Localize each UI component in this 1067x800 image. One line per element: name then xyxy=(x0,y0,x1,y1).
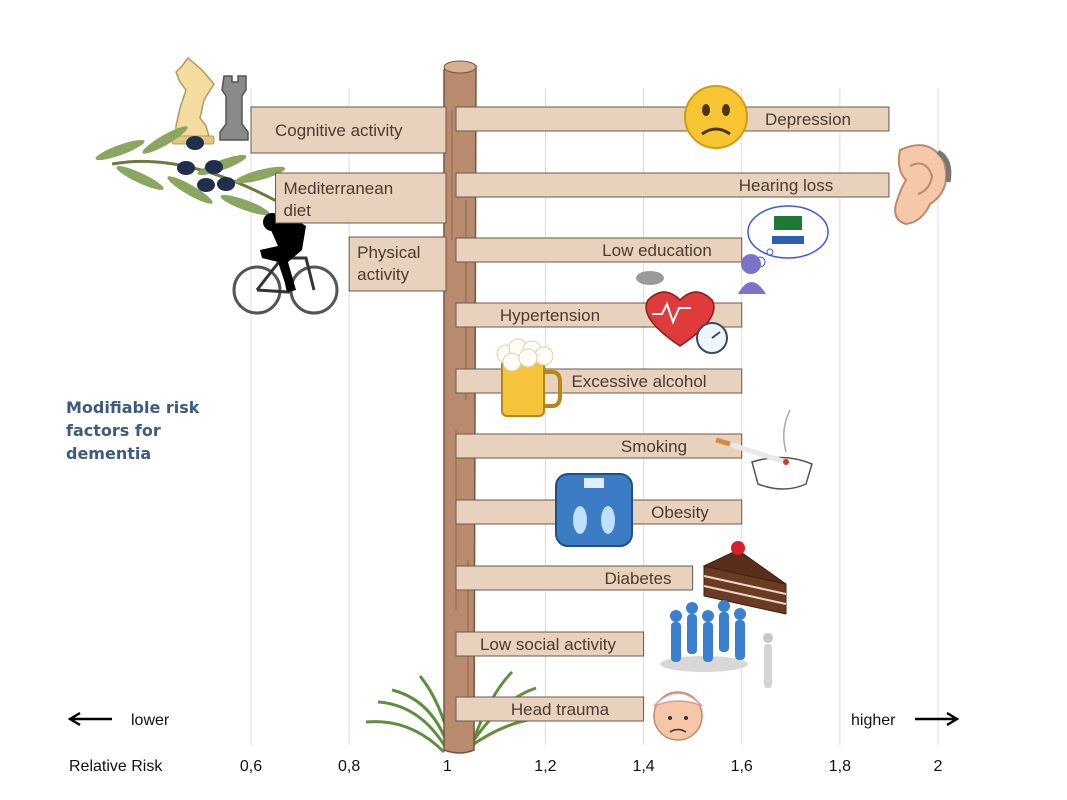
protective-bar xyxy=(250,106,447,154)
risk-bar-2 xyxy=(455,237,743,263)
ear-icon xyxy=(894,144,952,226)
risk-bar-7 xyxy=(455,565,694,591)
protective-bar xyxy=(348,236,447,292)
left-arrow-icon xyxy=(67,711,112,727)
x-tick-label: 1,4 xyxy=(632,758,654,775)
x-tick-label: 0,8 xyxy=(338,758,360,775)
cyclist-icon xyxy=(232,213,339,315)
side-title: Modifiable risk factors for dementia xyxy=(66,398,200,463)
risk-bar xyxy=(455,172,890,198)
lonely-people-icon xyxy=(660,600,773,688)
cake-icon xyxy=(702,541,787,615)
protective-bar-label: Physical activity xyxy=(357,243,420,284)
risk-bar-label: Low education xyxy=(602,241,712,260)
right-arrow-icon xyxy=(915,711,960,727)
x-tick-label: 1,8 xyxy=(829,758,851,775)
protective-bar-0: Cognitive activity xyxy=(250,106,447,154)
risk-bar xyxy=(455,696,645,722)
x-tick-label: 1 xyxy=(443,758,452,775)
risk-bar-label: Hypertension xyxy=(500,306,600,325)
risk-bar-label: Diabetes xyxy=(604,569,671,588)
x-tick-label: 2 xyxy=(934,758,943,775)
protective-bar-label: Cognitive activity xyxy=(275,121,403,140)
risk-bar-5 xyxy=(455,433,743,459)
risk-bar-0 xyxy=(455,106,890,132)
beer-mug-icon xyxy=(496,338,562,417)
risk-bar-label: Low social activity xyxy=(480,635,617,654)
lower-label: lower xyxy=(131,712,170,729)
scale-icon xyxy=(555,473,633,547)
protective-bar-label-line: Mediterranean xyxy=(284,179,394,198)
protective-bar-2: Physical activity xyxy=(348,236,447,292)
risk-bar xyxy=(455,237,743,263)
higher-label: higher xyxy=(851,712,896,729)
protective-bar-label-line: diet xyxy=(284,201,312,220)
risk-bar xyxy=(455,565,694,591)
risk-bar xyxy=(455,106,890,132)
risk-bar-label: Hearing loss xyxy=(739,176,834,195)
risk-bar-8 xyxy=(455,631,645,657)
protective-bar-label-line: activity xyxy=(357,265,409,284)
olive-branch-icon xyxy=(95,126,297,216)
protective-bar xyxy=(275,172,447,224)
relative-risk-label: Relative Risk xyxy=(69,758,163,775)
sad-face-icon xyxy=(684,85,748,149)
risk-bar-label: Excessive alcohol xyxy=(571,372,706,391)
bandaged-head-icon xyxy=(653,691,703,741)
graduate-thought-icon xyxy=(738,205,829,294)
risk-bar xyxy=(455,631,645,657)
risk-bar-1 xyxy=(455,172,890,198)
risk-bar-label: Obesity xyxy=(651,503,709,522)
risk-bar xyxy=(455,433,743,459)
cigarette-ashtray-icon xyxy=(715,409,813,490)
risk-bar-9 xyxy=(455,696,645,722)
x-tick-label: 1,2 xyxy=(534,758,556,775)
risk-bar-label: Depression xyxy=(765,110,851,129)
protective-bar-label-line: Cognitive activity xyxy=(275,121,403,140)
protective-bar-label-line: Physical xyxy=(357,243,420,262)
protective-bar-1: Mediterranean diet xyxy=(275,172,447,224)
risk-bar-label: Smoking xyxy=(621,437,687,456)
protective-bar-label: Mediterranean diet xyxy=(284,179,394,220)
heart-pressure-icon xyxy=(636,271,728,354)
x-tick-label: 1,6 xyxy=(731,758,753,775)
risk-bar-label: Head trauma xyxy=(511,700,610,719)
x-tick-label: 0,6 xyxy=(240,758,262,775)
